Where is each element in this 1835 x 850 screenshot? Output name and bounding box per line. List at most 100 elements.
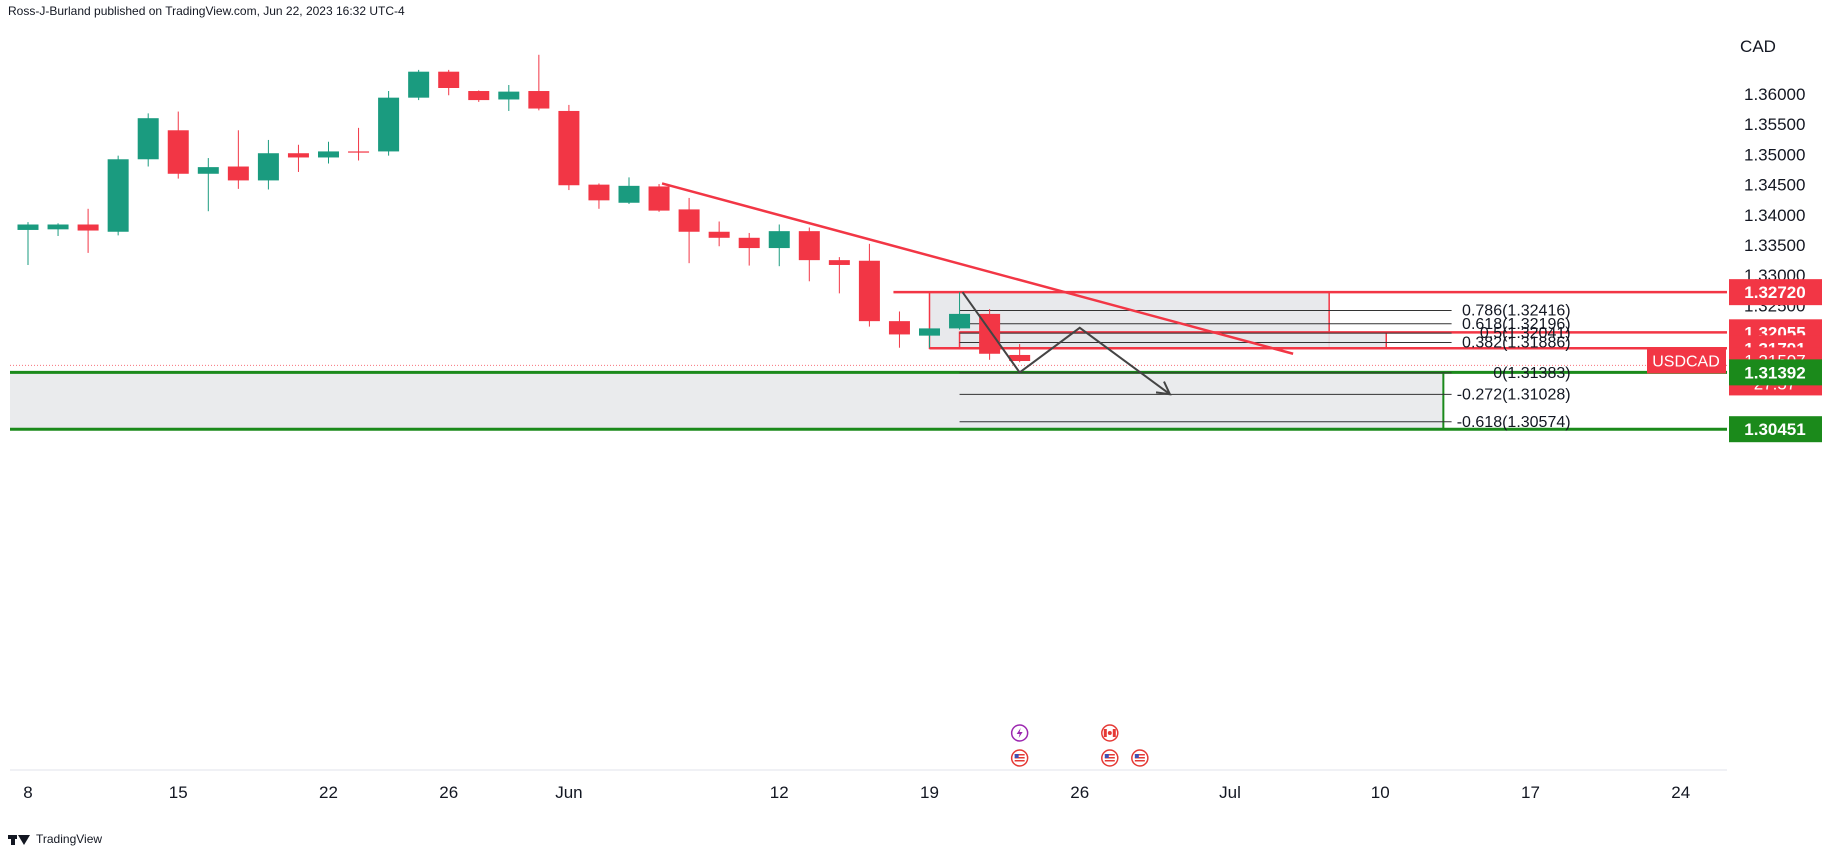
candle[interactable]: [167, 130, 189, 174]
price-label-text: 1.30451: [1744, 420, 1805, 439]
fib-level-label: -0.272(1.31028): [1457, 386, 1571, 403]
candle[interactable]: [287, 153, 309, 158]
events-layer: [1010, 724, 1149, 767]
canada-flag-icon[interactable]: [1101, 724, 1119, 742]
candle[interactable]: [137, 118, 159, 160]
candle[interactable]: [738, 237, 760, 249]
fib-level-label: 0.786(1.32416): [1462, 303, 1571, 320]
tradingview-logo-icon: [8, 833, 30, 845]
currency-label: CAD: [1740, 37, 1776, 56]
candle[interactable]: [197, 167, 219, 174]
fib-level-label: 0.382(1.31886): [1462, 335, 1571, 352]
canada-flag-left: [1103, 729, 1107, 737]
us-flag-stripe: [1104, 754, 1115, 756]
candle[interactable]: [708, 231, 730, 238]
canada-flag-right: [1112, 729, 1116, 737]
x-tick-label: 22: [319, 783, 338, 802]
candle[interactable]: [798, 231, 820, 261]
arrow-head: [1155, 381, 1172, 396]
x-tick-label: 10: [1371, 783, 1390, 802]
candle[interactable]: [678, 209, 700, 232]
candle[interactable]: [888, 321, 910, 335]
candle[interactable]: [227, 166, 249, 181]
candle[interactable]: [768, 231, 790, 249]
zones-layer: [10, 290, 1727, 431]
us-flag-stripe: [1014, 760, 1025, 762]
candle[interactable]: [107, 159, 129, 232]
footer-brand[interactable]: TradingView: [36, 832, 103, 846]
price-label-bg: [1729, 279, 1822, 306]
price-label[interactable]: 1.31392: [1729, 359, 1822, 386]
lightning-icon[interactable]: [1010, 724, 1029, 742]
candle[interactable]: [919, 328, 940, 336]
x-tick-label: 12: [770, 783, 789, 802]
candles-layer: [17, 54, 1031, 363]
us-flag-icon[interactable]: [1101, 749, 1119, 767]
candle[interactable]: [468, 91, 490, 101]
x-tick-label: 17: [1521, 783, 1540, 802]
candle[interactable]: [618, 185, 640, 203]
price-label-bg: [1729, 416, 1822, 443]
candle[interactable]: [378, 97, 400, 152]
fib-level-label: -0.618(1.30574): [1457, 414, 1571, 431]
y-tick-label: 1.35000: [1744, 145, 1805, 164]
x-tick-label: 24: [1671, 783, 1690, 802]
fibonacci-layer: 0.786(1.32416)0.618(1.32196)0.5(1.32041)…: [959, 303, 1571, 431]
trendline[interactable]: [661, 182, 1294, 355]
candle[interactable]: [528, 91, 550, 109]
footer: TradingView: [8, 832, 102, 846]
annotation-layer: [661, 182, 1294, 396]
price-label[interactable]: 1.32720: [1729, 279, 1822, 306]
publisher-header: Ross-J-Burland published on TradingView.…: [8, 4, 405, 18]
candle[interactable]: [1009, 354, 1031, 362]
us-flag-icon[interactable]: [1010, 749, 1029, 767]
candle[interactable]: [498, 91, 520, 100]
us-flag-stripe: [1104, 760, 1115, 762]
symbol-tag-bg: [1647, 347, 1726, 374]
us-flag-stripe: [1134, 754, 1145, 756]
us-flag-canton: [1104, 754, 1109, 758]
candle[interactable]: [17, 224, 39, 230]
candle[interactable]: [858, 260, 880, 322]
price-label-bg: [1729, 359, 1822, 386]
candle[interactable]: [348, 151, 370, 153]
candle[interactable]: [47, 224, 69, 230]
us-flag-stripe: [1104, 757, 1115, 759]
y-tick-label: 1.35500: [1744, 115, 1805, 134]
us-flag-stripe: [1014, 757, 1025, 759]
us-flag-stripe: [1014, 754, 1025, 756]
candle[interactable]: [257, 153, 279, 181]
us-flag-stripe: [1134, 757, 1145, 759]
candle[interactable]: [77, 224, 99, 231]
candle[interactable]: [648, 186, 670, 211]
us-flag-stripe: [1134, 760, 1145, 762]
x-tick-label: 15: [169, 783, 188, 802]
fib-level-label: 0(1.31383): [1493, 365, 1570, 382]
maple-leaf: [1107, 731, 1112, 735]
candle[interactable]: [318, 151, 339, 158]
x-tick-label: Jul: [1219, 783, 1241, 802]
x-tick-label: Jun: [555, 783, 582, 802]
y-tick-label: 1.36000: [1744, 85, 1805, 104]
resistance-zone: [958, 331, 1388, 350]
candle[interactable]: [949, 313, 971, 329]
fib-level-label: 0.618(1.32196): [1462, 316, 1571, 333]
y-tick-label: 1.33500: [1744, 236, 1805, 255]
candle[interactable]: [408, 71, 430, 98]
fib-level-label: 0.5(1.32041): [1480, 325, 1571, 342]
axis-layer: 8 15 22 26 Jun 12 19 26 Jul 10 17 24 CAD 1.36000 1.355…: [10, 37, 1822, 802]
us-flag-canton: [1014, 754, 1019, 758]
candle[interactable]: [558, 110, 580, 186]
us-flag-icon[interactable]: [1131, 749, 1149, 767]
x-tick-label: 8: [23, 783, 32, 802]
candle[interactable]: [588, 184, 610, 201]
us-flag-canton: [1134, 754, 1139, 758]
y-tick-label: 1.34500: [1744, 176, 1805, 195]
candle[interactable]: [438, 71, 460, 88]
x-tick-label: 26: [1070, 783, 1089, 802]
candle[interactable]: [828, 260, 850, 265]
x-tick-label: 26: [439, 783, 458, 802]
projection-arrow[interactable]: [961, 291, 1171, 396]
price-label[interactable]: 1.30451: [1729, 416, 1822, 443]
